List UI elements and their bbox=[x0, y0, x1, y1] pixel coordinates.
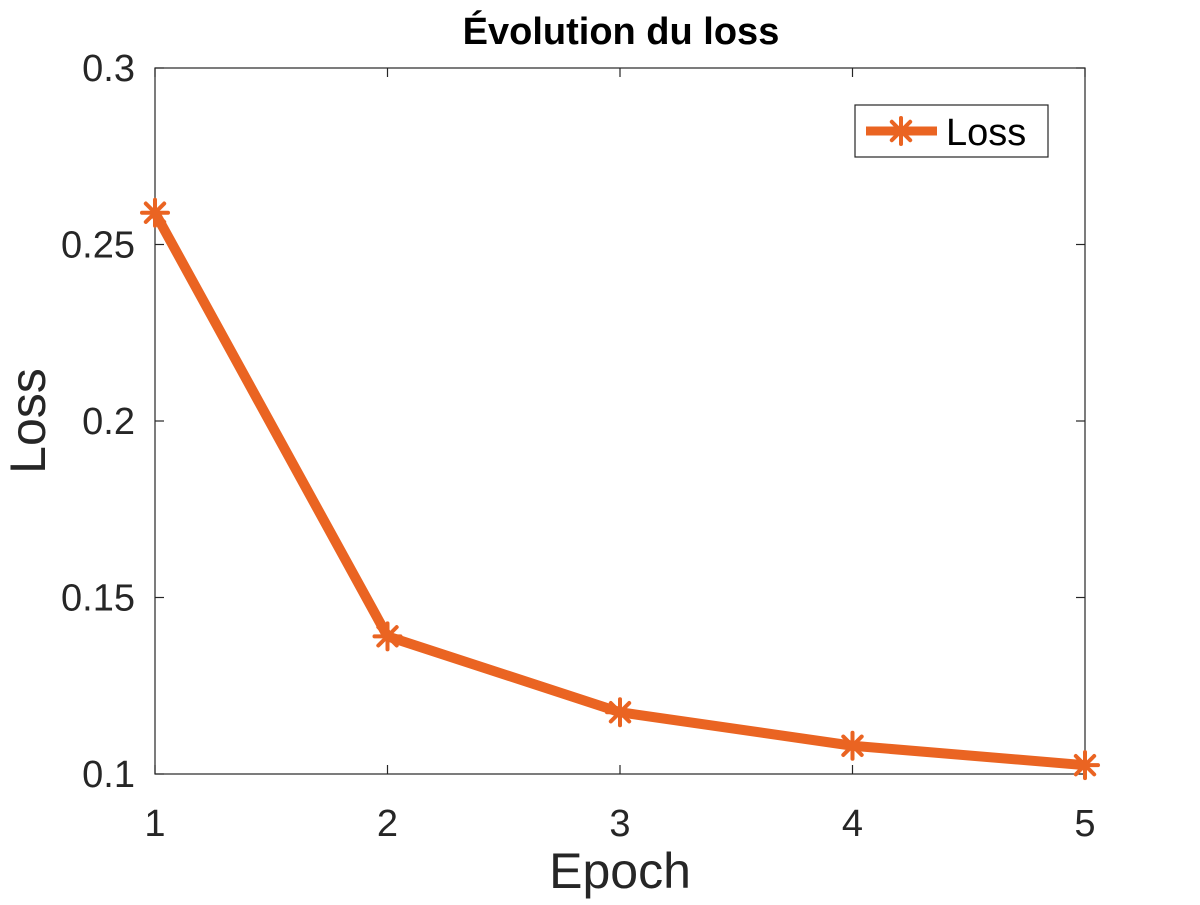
axis-ticks: 1 2 3 4 5 0.1 0.15 0.2 0.25 0.3 bbox=[61, 48, 1096, 845]
x-tick-label: 4 bbox=[842, 803, 863, 845]
legend-marker-asterisk bbox=[886, 116, 916, 146]
x-tick-label: 1 bbox=[144, 803, 165, 845]
x-axis-label: Epoch bbox=[549, 843, 691, 899]
x-tick-label: 5 bbox=[1074, 803, 1095, 845]
data-point-marker-2 bbox=[372, 621, 403, 652]
y-tick-label: 0.3 bbox=[82, 48, 135, 90]
data-point-marker-3 bbox=[605, 697, 635, 728]
y-tick-label: 0.1 bbox=[82, 754, 135, 796]
data-point-marker-4 bbox=[837, 730, 868, 761]
legend-asterisk bbox=[886, 116, 916, 146]
x-tick-label: 3 bbox=[609, 803, 630, 845]
series-layer bbox=[140, 197, 1100, 781]
data-point-marker-5 bbox=[1070, 750, 1100, 781]
y-tick-label: 0.15 bbox=[61, 578, 135, 620]
legend: Loss bbox=[854, 104, 1049, 158]
y-tick-label: 0.2 bbox=[82, 401, 135, 443]
legend-label: Loss bbox=[946, 112, 1026, 154]
y-tick-label: 0.25 bbox=[61, 225, 135, 267]
chart-title: Évolution du loss bbox=[463, 9, 780, 53]
data-point-marker-1 bbox=[140, 197, 170, 228]
x-tick-label: 2 bbox=[377, 803, 398, 845]
y-axis-label: Loss bbox=[0, 368, 56, 474]
